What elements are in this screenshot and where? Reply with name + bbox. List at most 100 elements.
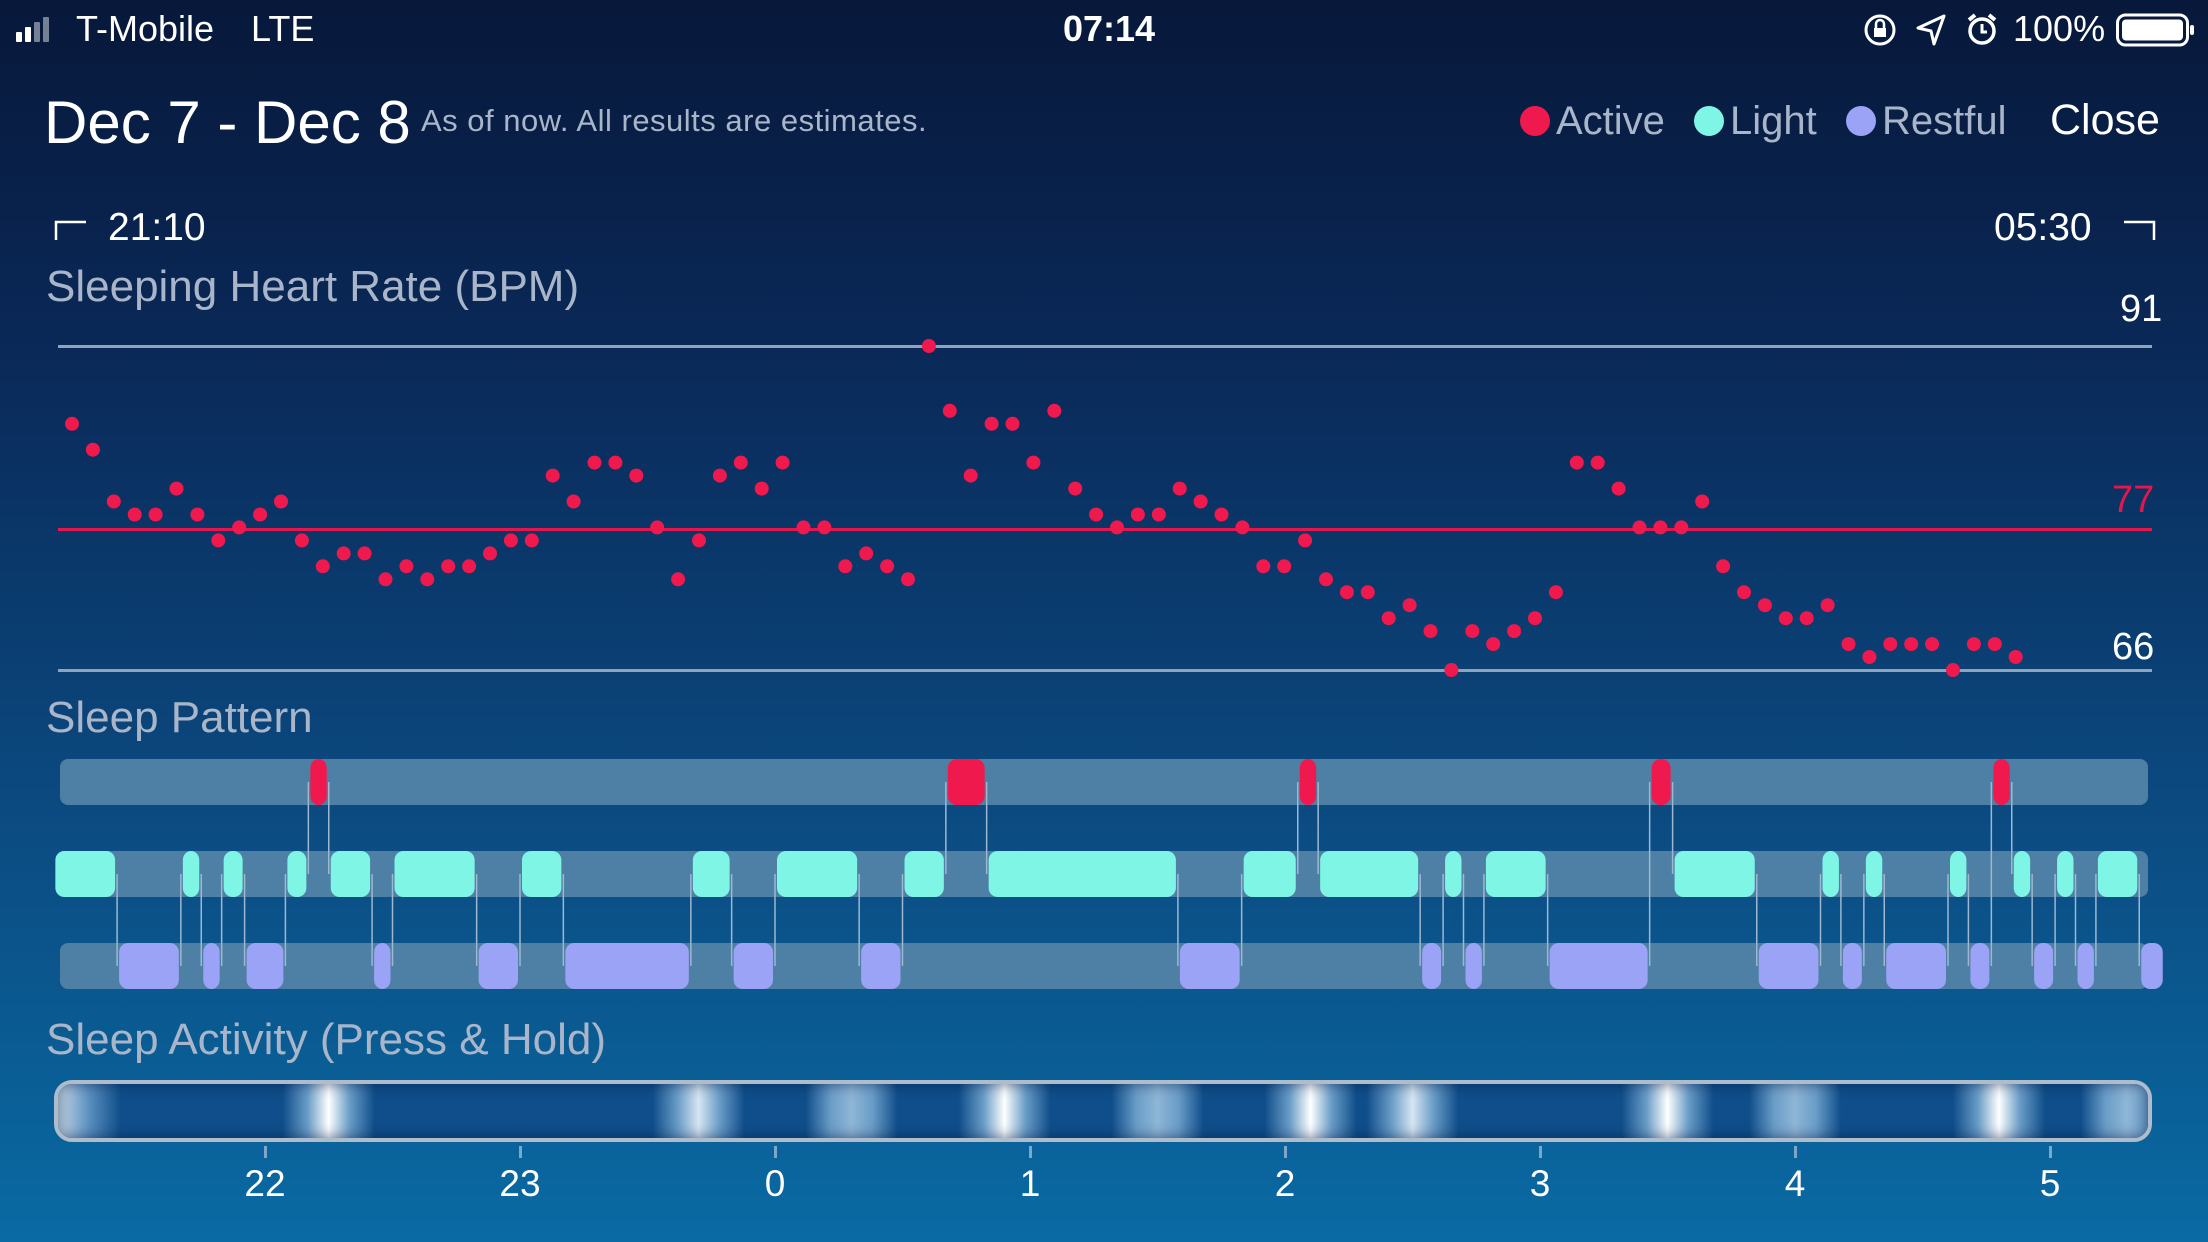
axis-tick: [519, 1146, 522, 1158]
pattern-segment-restful: [1179, 943, 1240, 989]
page-title: Dec 7 - Dec 8: [44, 89, 411, 156]
axis-tick-label: 1: [1019, 1163, 1041, 1204]
pattern-segment-light: [777, 851, 858, 897]
axis-tick: [774, 1146, 777, 1158]
pattern-segment-restful: [1758, 943, 1819, 989]
pattern-segment-restful: [1970, 943, 1990, 989]
pattern-segment-light: [1445, 851, 1462, 897]
hr-point: [1987, 637, 2002, 652]
hr-point: [692, 533, 706, 548]
pattern-segment-light: [692, 851, 730, 897]
hr-point: [1193, 494, 1208, 509]
hr-point: [1402, 598, 1417, 613]
sleep-activity-heatmap: [58, 1084, 2148, 1138]
hr-point: [2008, 650, 2023, 664]
pattern-segment-light: [2057, 851, 2074, 897]
pattern-segment-restful: [246, 943, 284, 989]
hr-point: [566, 494, 581, 509]
hr-point: [420, 572, 435, 587]
hr-point: [921, 339, 936, 353]
hr-point: [1778, 611, 1793, 626]
hr-point: [880, 559, 895, 574]
legend-light: Light: [1694, 98, 1817, 144]
hr-point: [1653, 520, 1668, 535]
battery-icon: [2116, 13, 2194, 47]
pattern-segment-light: [394, 851, 475, 897]
axis-tick-label: 22: [244, 1163, 286, 1204]
pattern-segment-restful: [1886, 943, 1946, 989]
axis-tick: [2049, 1146, 2052, 1158]
pattern-segment-light: [2097, 851, 2138, 897]
rotation-lock-icon: [1864, 14, 1896, 46]
pattern-segment-light: [223, 851, 243, 897]
hr-average-label: 77: [2112, 479, 2155, 521]
hr-point: [1925, 637, 1940, 652]
hr-point: [378, 572, 393, 587]
hr-point: [1632, 520, 1647, 535]
pattern-segment-restful: [733, 943, 773, 989]
hr-point: [1799, 611, 1814, 626]
axis-tick: [264, 1146, 267, 1158]
pattern-segment-restful: [119, 943, 179, 989]
hr-point: [775, 455, 790, 470]
network-type: LTE: [251, 8, 315, 49]
sleep-activity-bar[interactable]: [54, 1080, 2152, 1142]
hr-point: [1444, 663, 1459, 677]
signal-icon: [16, 17, 49, 42]
pattern-segment-light: [330, 851, 371, 897]
axis-tick-label: 3: [1529, 1163, 1551, 1204]
pattern-segment-light: [287, 851, 307, 897]
hr-point: [503, 533, 518, 548]
hr-point: [1465, 624, 1480, 639]
pattern-segment-light: [55, 851, 116, 897]
hr-point: [608, 455, 623, 470]
hr-point: [901, 572, 915, 587]
pattern-segment-light: [1320, 851, 1419, 897]
pattern-segment-restful: [478, 943, 518, 989]
axis-tick-label: 2: [1274, 1163, 1296, 1204]
hr-point: [399, 559, 414, 574]
hr-point: [712, 468, 727, 483]
hr-point: [733, 455, 748, 470]
hr-point: [85, 442, 100, 457]
hr-point: [545, 468, 560, 483]
hr-point: [754, 481, 769, 496]
hr-point: [232, 520, 247, 535]
hr-point: [1507, 624, 1522, 639]
hr-point: [1611, 481, 1626, 496]
hr-point: [483, 546, 497, 561]
pattern-segment-restful: [2034, 943, 2054, 989]
hr-point: [650, 520, 665, 535]
hr-point: [211, 533, 226, 548]
hr-point: [148, 507, 163, 522]
hr-point: [65, 416, 79, 431]
hr-point: [587, 455, 602, 470]
hr-point: [838, 559, 853, 574]
pattern-segment-light: [182, 851, 200, 897]
pattern-segment-light: [988, 851, 1176, 897]
range-start-time: 21:10: [108, 206, 206, 249]
pattern-segment-light: [2013, 851, 2031, 897]
hr-point: [294, 533, 309, 548]
hr-point: [1820, 598, 1835, 613]
range-start-bracket-icon: [54, 220, 86, 240]
hr-max-line: [58, 345, 2152, 348]
hr-point: [942, 403, 957, 418]
pattern-segment-restful: [2077, 943, 2094, 989]
hr-point: [1528, 611, 1542, 626]
pattern-segment-active: [947, 759, 985, 805]
hr-point: [1172, 481, 1187, 496]
hr-point: [1883, 637, 1898, 652]
legend-active: Active: [1520, 98, 1665, 144]
hr-point: [1256, 559, 1271, 574]
pattern-segment-active: [1299, 759, 1317, 805]
hr-min-label: 66: [2112, 626, 2155, 668]
pattern-segment-light: [1485, 851, 1546, 897]
hr-point: [1674, 520, 1689, 535]
axis-tick-label: 0: [764, 1163, 786, 1204]
hr-point: [1862, 650, 1877, 664]
close-button[interactable]: Close: [2050, 96, 2160, 144]
hr-point: [1151, 507, 1166, 522]
pattern-segment-light: [1674, 851, 1755, 897]
hr-point: [1319, 572, 1333, 587]
